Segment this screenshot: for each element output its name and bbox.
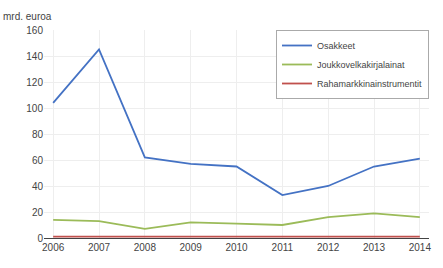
svg-text:2011: 2011	[272, 242, 294, 253]
svg-text:20: 20	[32, 207, 44, 218]
svg-text:0: 0	[37, 233, 43, 244]
svg-text:2009: 2009	[180, 242, 203, 253]
svg-text:Joukkovelkakirjalainat: Joukkovelkakirjalainat	[317, 60, 405, 70]
svg-text:2006: 2006	[42, 242, 65, 253]
svg-text:2012: 2012	[317, 242, 340, 253]
svg-text:100: 100	[26, 103, 43, 114]
svg-text:40: 40	[32, 181, 44, 192]
svg-text:Rahamarkkinainstrumentit: Rahamarkkinainstrumentit	[317, 79, 422, 89]
svg-text:140: 140	[26, 51, 43, 62]
svg-text:2010: 2010	[225, 242, 248, 253]
svg-text:2014: 2014	[409, 242, 432, 253]
svg-text:120: 120	[26, 77, 43, 88]
svg-text:mrd. euroa: mrd. euroa	[3, 11, 52, 22]
svg-text:2007: 2007	[88, 242, 111, 253]
svg-text:160: 160	[26, 25, 43, 36]
svg-text:60: 60	[32, 155, 44, 166]
svg-text:80: 80	[32, 129, 44, 140]
svg-text:Osakkeet: Osakkeet	[317, 41, 356, 51]
svg-text:2008: 2008	[134, 242, 157, 253]
svg-text:2013: 2013	[363, 242, 386, 253]
